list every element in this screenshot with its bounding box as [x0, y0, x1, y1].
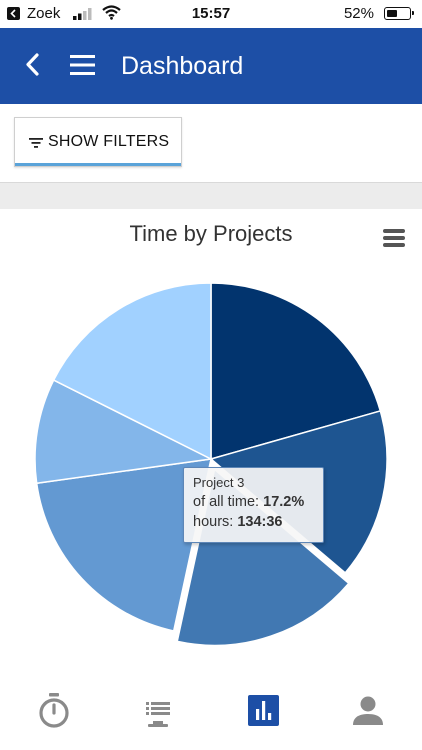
chart-tooltip: Project 3 of all time: 17.2% hours: 134:…: [183, 467, 324, 543]
chart-context-menu-button[interactable]: [383, 229, 405, 247]
show-filters-button[interactable]: SHOW FILTERS: [14, 117, 182, 167]
chevron-left-icon: [26, 53, 39, 76]
tooltip-all-time-row: of all time: 17.2%: [193, 492, 314, 512]
tooltip-project-name: Project 3: [193, 475, 245, 490]
tooltip-all-time-value: 17.2%: [263, 494, 305, 510]
filter-list-icon: [29, 138, 43, 148]
pie-slice-5[interactable]: [34, 379, 214, 485]
timesheet-list-icon: [146, 702, 170, 727]
nav-timesheets[interactable]: [138, 691, 178, 731]
app-bar: Dashboard: [0, 28, 422, 104]
filter-area: SHOW FILTERS: [0, 104, 422, 183]
tooltip-hours-label: hours:: [193, 514, 234, 530]
button-accent-bar: [15, 163, 181, 166]
show-filters-label: SHOW FILTERS: [48, 133, 170, 150]
nav-reports[interactable]: [244, 691, 284, 731]
back-to-app-icon[interactable]: [7, 7, 20, 20]
hamburger-menu-icon: [70, 55, 95, 75]
chart-card: Time by Projects Project 3 of all time: …: [0, 209, 422, 675]
page-title: Dashboard: [121, 52, 244, 80]
carrier-label: Zoek: [27, 5, 61, 22]
chart-title: Time by Projects: [129, 221, 293, 246]
signal-icon: [73, 8, 92, 20]
stopwatch-icon: [39, 693, 69, 728]
bar-chart-icon: [248, 695, 279, 726]
battery-icon: [384, 7, 414, 20]
nav-timer[interactable]: [34, 691, 74, 731]
pie-slice-4[interactable]: [35, 458, 212, 632]
tooltip-hours-value: 134:36: [237, 514, 283, 530]
battery-percent: 52%: [343, 5, 374, 22]
pie-slice-6[interactable]: [52, 282, 212, 461]
section-divider: [0, 183, 422, 209]
tooltip-hours-row: hours: 134:36: [193, 512, 314, 532]
pie-chart: [34, 282, 388, 647]
menu-button[interactable]: [68, 50, 98, 80]
back-button[interactable]: [18, 50, 48, 80]
status-bar: Zoek 15:57 52%: [0, 0, 422, 28]
person-icon: [353, 696, 383, 725]
pie-slice-1[interactable]: [210, 282, 382, 460]
nav-profile[interactable]: [348, 691, 388, 731]
bottom-navigation: [0, 675, 422, 750]
tooltip-all-time-label: of all time:: [193, 494, 260, 510]
wifi-icon: [102, 5, 121, 20]
clock: 15:57: [191, 5, 231, 22]
